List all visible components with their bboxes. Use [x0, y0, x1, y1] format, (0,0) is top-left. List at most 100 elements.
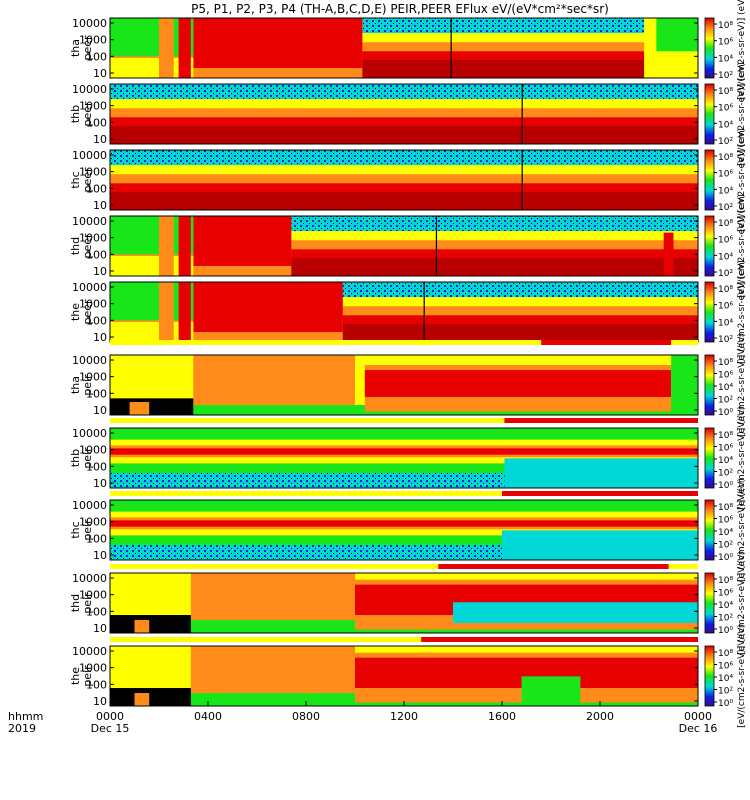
status-bar-segment — [502, 491, 698, 496]
spectrogram-band — [663, 232, 674, 276]
status-bar — [110, 637, 698, 642]
y-tick-label: 100 — [86, 116, 107, 129]
colorbar-tick-label: 10² — [718, 541, 733, 551]
panel-thd-peir: 10000 1000 100 10 thdpeir 10⁸ 10⁶ 10⁴ 10² 10⁰ [eV/… — [69, 551, 747, 655]
y-tick-label: 100 — [86, 460, 107, 473]
x-axis-label: hhmm — [8, 710, 43, 723]
y-tick-label: 10000 — [72, 17, 107, 30]
panel-y-label: thapeer — [69, 35, 94, 61]
colorbar-tick-label: 10⁶ — [718, 662, 733, 672]
colorbar-tick-label: 10⁰ — [718, 481, 733, 491]
colorbar-tick-label: 10⁸ — [718, 649, 733, 659]
colorbar-tick-label: 10⁶ — [718, 302, 733, 312]
colorbar-tick-label: 10⁸ — [718, 285, 733, 295]
panel-tha-peir: 10000 1000 100 10 thapeir 10⁸ 10⁶ 10⁴ 10² 10⁰ [eV/… — [69, 333, 747, 437]
spectrogram-band — [178, 216, 191, 276]
panels: 10000 1000 100 10 thapeer 10⁸ 10⁶ 10⁴ 10² [eV/(cm… — [69, 0, 747, 728]
colorbar-label: [eV/(cm2-s-sr-eV)] (eV) — [737, 406, 747, 510]
spectrogram-band — [190, 573, 355, 621]
x-tick-label: 1600 — [488, 710, 516, 723]
panel-frame — [109, 572, 699, 634]
colorbar — [704, 83, 715, 145]
spectrogram-stripe — [521, 84, 523, 144]
panel-frame — [109, 354, 699, 416]
spectrogram-band — [134, 620, 150, 633]
colorbar-tick-label: 10⁸ — [718, 153, 733, 163]
colorbar-tick-label: 10⁰ — [718, 553, 733, 563]
y-tick-label: 10000 — [72, 499, 107, 512]
y-tick-label: 100 — [86, 248, 107, 261]
y-tick-label: 10 — [93, 265, 107, 278]
colorbar-tick-label: 10⁸ — [718, 219, 733, 229]
y-tick-label: 10000 — [72, 427, 107, 440]
spectrogram-band — [110, 398, 194, 415]
panel-the-peer: 10000 1000 100 10 thepeer 10⁸ 10⁶ 10⁴ 10² [eV/(cm… — [69, 260, 747, 364]
y-tick-label: 1000 — [79, 100, 107, 113]
y-tick-label: 10 — [93, 549, 107, 562]
colorbar — [704, 572, 715, 634]
x-axis-year: 2019 — [8, 722, 36, 735]
colorbar — [704, 17, 715, 79]
colorbar-label: [eV/(cm2-s-sr-eV)] (eV) — [737, 260, 747, 364]
y-tick-label: 100 — [86, 50, 107, 63]
colorbar-label: [eV/(cm2-s-sr-eV)] (eV) — [737, 624, 747, 728]
panel-y-label: thepeir — [69, 665, 94, 687]
status-bar — [110, 340, 698, 345]
panel-frame — [109, 499, 699, 561]
y-tick-label: 10 — [93, 695, 107, 708]
figure-title: P5, P1, P2, P3, P4 (TH-A,B,C,D,E) PEIR,P… — [191, 2, 609, 16]
spectrogram-band — [178, 18, 191, 78]
y-tick-label: 10 — [93, 331, 107, 344]
spectrogram-stripe — [435, 216, 438, 276]
x-tick-label: 2000 — [586, 710, 614, 723]
spectrogram-stripe — [423, 282, 425, 342]
colorbar-tick-label: 10⁶ — [718, 371, 733, 381]
colorbar — [704, 215, 715, 277]
panel-the-peir: 10000 1000 100 10 thepeir 10⁸ 10⁶ 10⁴ 10² 10⁰ [eV/… — [69, 624, 747, 728]
x-day-label: Dec 16 — [679, 722, 718, 735]
colorbar-tick-label: 10⁶ — [718, 104, 733, 114]
colorbar-tick-label: 10⁸ — [718, 431, 733, 441]
spectrogram-band — [504, 458, 698, 488]
spectrogram-band — [656, 18, 698, 52]
spectrogram-band — [193, 282, 343, 332]
spectrogram-band — [671, 355, 698, 415]
colorbar-tick-label: 10⁶ — [718, 444, 733, 454]
y-tick-label: 1000 — [79, 371, 107, 384]
colorbar-tick-label: 10⁰ — [718, 699, 733, 709]
x-tick-label: 0000 — [96, 710, 124, 723]
status-bar — [110, 491, 698, 496]
x-tick-label: 1200 — [390, 710, 418, 723]
y-tick-label: 100 — [86, 387, 107, 400]
y-tick-label: 1000 — [79, 298, 107, 311]
spectrogram-image — [110, 18, 698, 78]
spectrogram-band — [502, 530, 698, 560]
spectrogram-band — [110, 192, 698, 210]
panel-y-label: thdpeir — [69, 592, 94, 614]
y-tick-label: 100 — [86, 605, 107, 618]
y-tick-label: 100 — [86, 182, 107, 195]
y-tick-label: 10 — [93, 622, 107, 635]
spectrogram-image — [110, 646, 698, 706]
colorbar-label: [eV/(cm2-s-sr-eV)] (eV) — [737, 478, 747, 582]
y-tick-label: 10 — [93, 404, 107, 417]
colorbar-tick-label: 10² — [718, 469, 733, 479]
colorbar-tick-label: 10⁴ — [718, 120, 733, 130]
spectrogram-band — [193, 355, 355, 405]
colorbar-tick-label: 10⁶ — [718, 516, 733, 526]
colorbar — [704, 354, 715, 416]
colorbar-tick-label: 10⁴ — [718, 54, 733, 64]
colorbar — [704, 645, 715, 707]
y-tick-label: 10 — [93, 199, 107, 212]
status-bar-segment — [541, 340, 672, 345]
spectrogram-band — [129, 402, 150, 415]
colorbar-tick-label: 10⁶ — [718, 236, 733, 246]
colorbar-label: [eV/(cm2-s-sr-eV)] (eV) — [737, 333, 747, 437]
spectrogram-image — [110, 355, 698, 415]
spectrogram-band — [364, 370, 672, 398]
panel-y-label: thbpeer — [69, 101, 94, 127]
panel-thc-peer: 10000 1000 100 10 thcpeer 10⁸ 10⁶ 10⁴ 10² [eV/(cm… — [69, 128, 747, 232]
y-tick-label: 1000 — [79, 662, 107, 675]
status-bar — [110, 564, 698, 569]
